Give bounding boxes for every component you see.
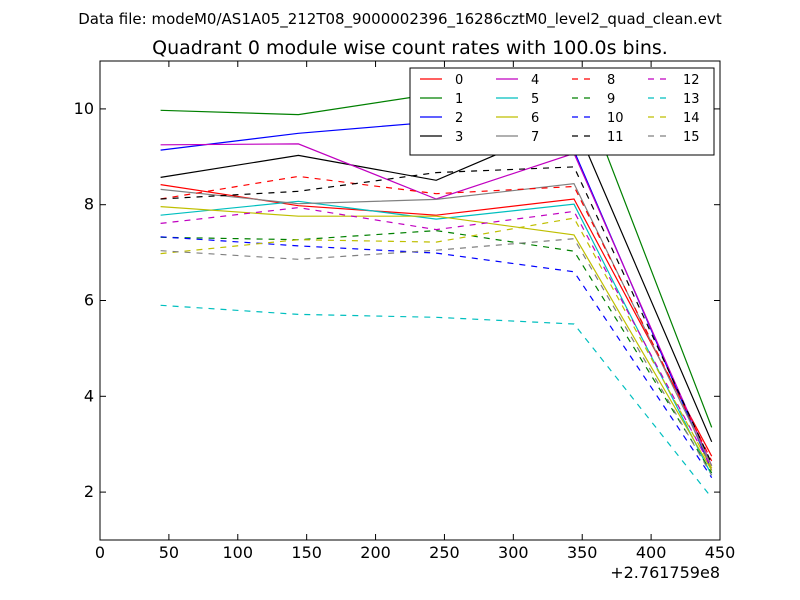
legend-label-1: 1 bbox=[455, 92, 463, 107]
y-tick-label: 2 bbox=[84, 482, 94, 501]
series-line-7 bbox=[160, 182, 713, 467]
series-line-3 bbox=[160, 120, 713, 443]
legend-label-4: 4 bbox=[531, 73, 539, 88]
series-line-10 bbox=[160, 236, 713, 479]
series-line-5 bbox=[160, 200, 713, 476]
plot-area bbox=[160, 68, 713, 499]
legend-box bbox=[409, 67, 715, 156]
legend-label-12: 12 bbox=[683, 73, 700, 88]
suptitle: Data file: modeM0/AS1A05_212T08_90000023… bbox=[78, 10, 722, 29]
x-tick-label: 50 bbox=[159, 543, 179, 562]
legend-label-5: 5 bbox=[531, 92, 539, 107]
series-line-12 bbox=[160, 206, 713, 469]
y-tick-label: 4 bbox=[84, 386, 94, 405]
x-tick-label: 200 bbox=[360, 543, 391, 562]
series-line-11 bbox=[160, 166, 713, 464]
legend-label-9: 9 bbox=[607, 92, 615, 107]
x-tick-label: 300 bbox=[498, 543, 529, 562]
series-line-6 bbox=[160, 206, 713, 471]
x-tick-label: 100 bbox=[223, 543, 254, 562]
legend-label-11: 11 bbox=[607, 130, 624, 145]
x-tick-label: 450 bbox=[705, 543, 736, 562]
x-tick-label: 400 bbox=[636, 543, 667, 562]
legend-label-8: 8 bbox=[607, 73, 615, 88]
series-line-14 bbox=[160, 217, 713, 469]
legend-label-3: 3 bbox=[455, 130, 463, 145]
series-line-8 bbox=[160, 175, 713, 462]
series-line-13 bbox=[160, 304, 713, 499]
series-line-4 bbox=[160, 143, 713, 467]
legend-label-6: 6 bbox=[531, 111, 539, 126]
legend-label-14: 14 bbox=[683, 111, 700, 126]
legend-label-15: 15 bbox=[683, 130, 700, 145]
x-offset-label: +2.761759e8 bbox=[610, 563, 720, 582]
x-tick-label: 0 bbox=[95, 543, 105, 562]
chart-title: Quadrant 0 module wise count rates with … bbox=[152, 37, 668, 59]
x-tick-label: 350 bbox=[567, 543, 598, 562]
legend-label-13: 13 bbox=[683, 92, 700, 107]
legend-label-7: 7 bbox=[531, 130, 539, 145]
y-tick-label: 8 bbox=[84, 195, 94, 214]
legend-label-2: 2 bbox=[455, 111, 463, 126]
legend-label-10: 10 bbox=[607, 111, 624, 126]
x-tick-label: 250 bbox=[429, 543, 460, 562]
y-tick-label: 6 bbox=[84, 291, 94, 310]
series-line-9 bbox=[160, 229, 713, 474]
series-line-15 bbox=[160, 238, 713, 476]
x-tick-label: 150 bbox=[291, 543, 322, 562]
series-line-0 bbox=[160, 184, 713, 457]
y-tick-label: 10 bbox=[74, 99, 94, 118]
legend-label-0: 0 bbox=[455, 73, 463, 88]
